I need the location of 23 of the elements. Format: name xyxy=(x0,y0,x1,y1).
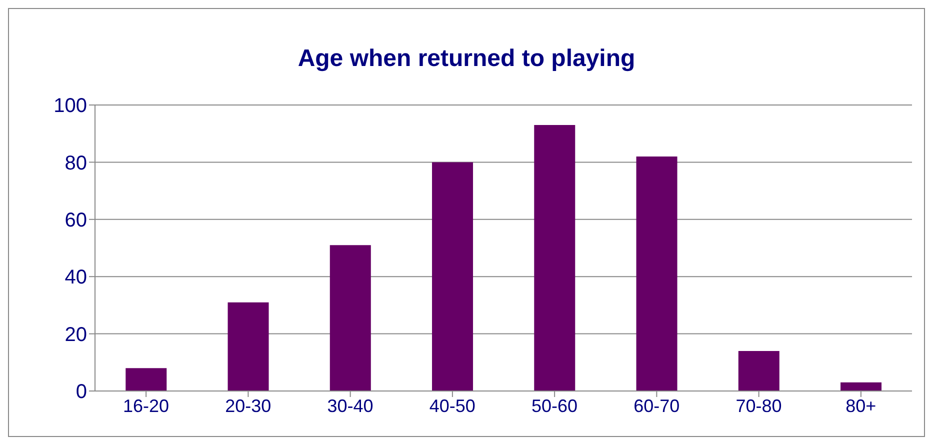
x-tick-label: 16-20 xyxy=(123,396,170,416)
bar xyxy=(636,156,678,391)
y-tick-label: 0 xyxy=(76,381,87,404)
x-tick-label: 40-50 xyxy=(429,396,476,416)
bar xyxy=(330,245,371,391)
y-tick-label: 100 xyxy=(54,95,87,118)
y-tick-label: 20 xyxy=(64,324,87,346)
chart-title: Age when returned to playing xyxy=(296,44,636,74)
y-tick-label: 40 xyxy=(64,266,87,289)
x-tick-label: 50-60 xyxy=(532,396,578,416)
y-tick-label: 80 xyxy=(64,152,87,174)
bar xyxy=(840,382,882,391)
y-tick-label: 60 xyxy=(64,210,87,232)
x-tick-label: 20-30 xyxy=(225,396,272,416)
x-tick-label: 30-40 xyxy=(327,396,374,416)
x-tick-label: 80+ xyxy=(846,396,876,416)
bar xyxy=(738,350,780,391)
bar xyxy=(228,302,269,391)
x-tick-label: 60-70 xyxy=(634,396,680,416)
bar xyxy=(534,125,576,391)
x-tick-label: 70-80 xyxy=(736,396,782,416)
bar xyxy=(432,162,474,391)
bar xyxy=(126,368,167,391)
